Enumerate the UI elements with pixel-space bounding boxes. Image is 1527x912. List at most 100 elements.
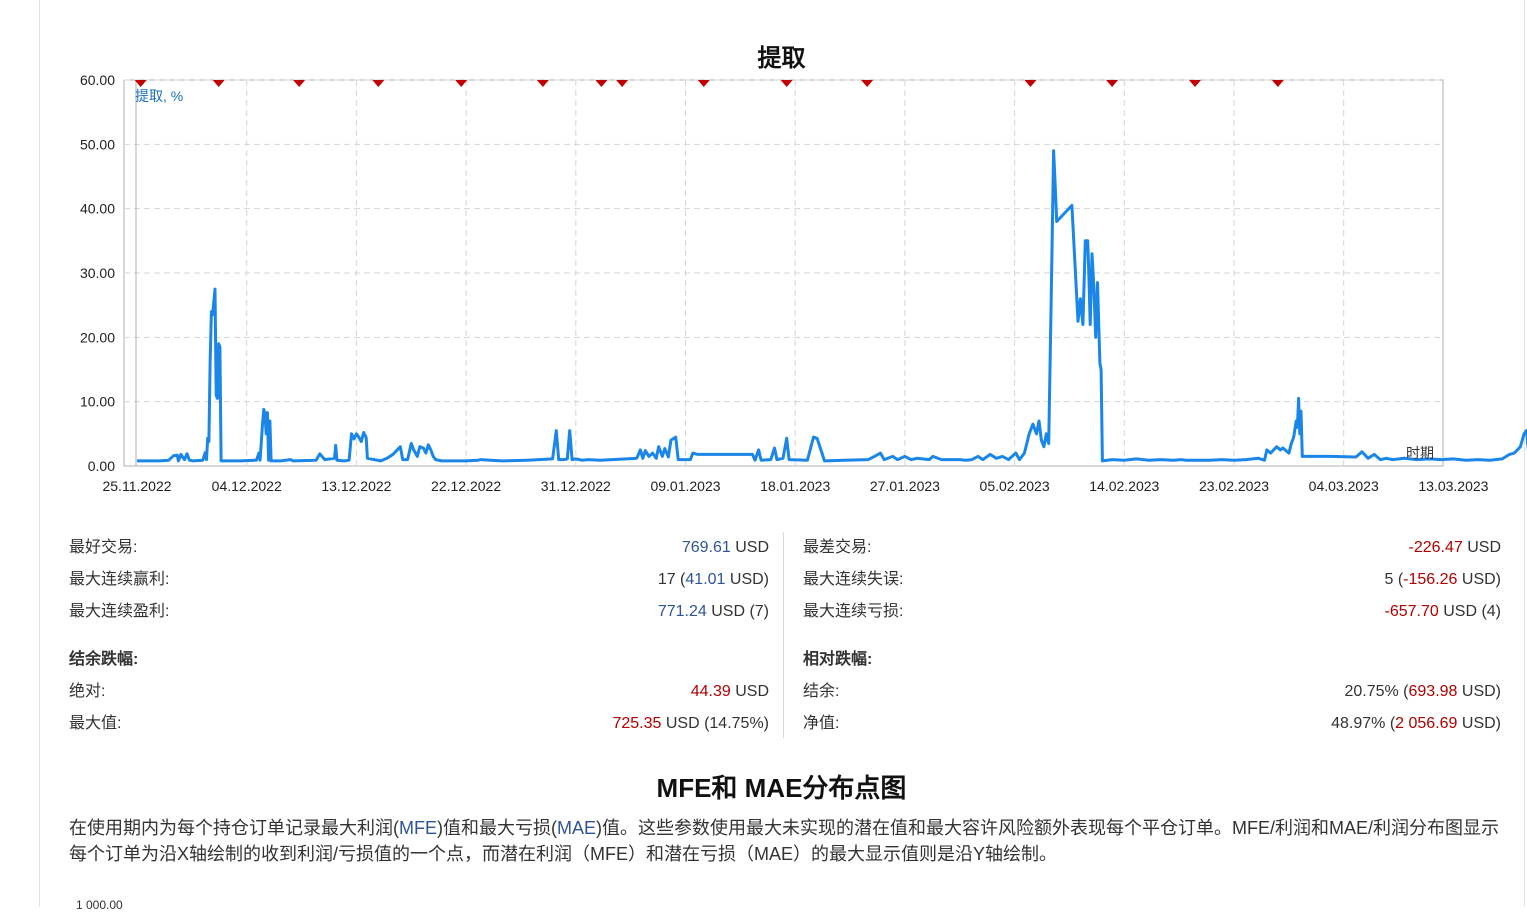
x-axis-label: 时期	[1406, 445, 1434, 461]
stat-label: 最大连续失误:	[803, 571, 904, 588]
y-axis-label: 提取, %	[135, 88, 183, 104]
stat-suffix: USD)	[1457, 571, 1501, 588]
stat-label: 最大连续盈利:	[69, 603, 170, 620]
marker-triangle	[1024, 80, 1037, 87]
stats-divider	[783, 532, 784, 738]
y-tick-label: 20.00	[80, 329, 115, 345]
stat-row-max-consecutive-profit: 最大连续盈利: 771.24 USD (7)	[69, 596, 769, 628]
mfe-mae-section-title: MFE和 MAE分布点图	[656, 773, 907, 803]
series-line	[137, 149, 1527, 463]
stat-label: 绝对:	[69, 683, 106, 700]
desc-text: 在使用期内为每个持仓订单记录最大利润(	[69, 818, 399, 838]
stat-row-maximum: 最大值: 725.35 USD (14.75%)	[69, 708, 769, 740]
marker-triangle	[1188, 80, 1201, 87]
marker-triangle	[536, 80, 549, 87]
x-tick-label: 13.12.2022	[321, 478, 391, 494]
stat-suffix: USD)	[1457, 683, 1501, 700]
y-tick-label: 0.00	[88, 458, 115, 474]
stat-label: 结余:	[803, 683, 840, 700]
stat-row-best-trade: 最好交易: 769.61 USD	[69, 532, 769, 564]
marker-triangle	[697, 80, 710, 87]
drawdown-chart: 0.00 10.00 20.00 30.00 40.00 50.00 60.00 25.11.…	[80, 72, 1527, 494]
x-tick-label: 31.12.2022	[541, 478, 611, 494]
x-tick-label: 14.02.2023	[1089, 478, 1159, 494]
stat-label: 最好交易:	[69, 539, 138, 556]
marker-triangle	[372, 80, 385, 87]
stat-row-balance: 结余: 20.75% (693.98 USD)	[803, 676, 1501, 708]
stat-prefix: 5 (	[1384, 571, 1404, 588]
stat-value: -156.26	[1403, 571, 1458, 588]
stat-row-equity: 净值: 48.97% (2 056.69 USD)	[803, 708, 1501, 740]
stat-suffix: USD	[1462, 539, 1501, 556]
x-tick-label: 18.01.2023	[760, 478, 830, 494]
relative-drawdown-heading: 相对跌幅:	[803, 651, 873, 668]
stat-label: 最大连续赢利:	[69, 571, 170, 588]
x-tick-label: 25.11.2022	[102, 478, 171, 494]
mfe-mae-description: 在使用期内为每个持仓订单记录最大利润(MFE)值和最大亏损(MAE)值。这些参数…	[69, 815, 1509, 867]
stat-row-worst-trade: 最差交易: -226.47 USD	[803, 532, 1501, 564]
stat-prefix: 48.97% (	[1331, 715, 1396, 732]
x-tick-label: 09.01.2023	[650, 478, 720, 494]
x-tick-label: 04.03.2023	[1309, 478, 1379, 494]
stat-row-absolute: 绝对: 44.39 USD	[69, 676, 769, 708]
x-tick-label: 22.12.2022	[431, 478, 501, 494]
balance-drawdown-heading: 结余跌幅:	[69, 651, 139, 668]
stat-value: 769.61	[681, 539, 731, 556]
stat-label: 净值:	[803, 715, 840, 732]
x-tick-label: 13.03.2023	[1418, 478, 1488, 494]
stat-label: 最差交易:	[803, 539, 872, 556]
stats-right-panel: 最差交易: -226.47 USD 最大连续失误: 5 (-156.26 USD…	[803, 532, 1501, 740]
desc-mfe: MFE	[399, 818, 437, 838]
marker-triangle	[134, 80, 147, 87]
stat-value: 44.39	[690, 683, 731, 700]
marker-triangle	[1106, 80, 1119, 87]
y-tick-label: 30.00	[80, 265, 115, 281]
x-tick-label: 04.12.2022	[212, 478, 282, 494]
marker-triangle	[861, 80, 874, 87]
stat-value: 725.35	[612, 715, 662, 732]
marker-triangle	[212, 80, 225, 87]
stat-value: -226.47	[1408, 539, 1463, 556]
stat-suffix: USD (7)	[706, 603, 769, 620]
page-left-border	[39, 0, 40, 907]
stat-row-max-consecutive-losses: 最大连续失误: 5 (-156.26 USD)	[803, 564, 1501, 596]
stat-suffix: USD	[730, 539, 769, 556]
stat-suffix: USD (4)	[1438, 603, 1501, 620]
stats-left-panel: 最好交易: 769.61 USD 最大连续赢利: 17 (41.01 USD) …	[69, 532, 769, 740]
marker-triangle	[780, 80, 793, 87]
stat-value: 2 056.69	[1395, 715, 1458, 732]
stat-value: -657.70	[1384, 603, 1439, 620]
chart-title: 提取	[757, 45, 806, 72]
page-right-border	[1524, 0, 1525, 907]
marker-triangle	[1271, 80, 1284, 87]
marker-triangle	[595, 80, 608, 87]
stat-label: 最大值:	[69, 715, 122, 732]
y-tick-label: 40.00	[80, 201, 115, 217]
plot-area	[123, 79, 1444, 467]
y-tick-label: 10.00	[80, 394, 115, 410]
stat-suffix: USD)	[1457, 715, 1501, 732]
desc-text: )值和最大亏损(	[437, 818, 557, 838]
next-chart-top-tick: 1 000.00	[76, 898, 123, 912]
stat-prefix: 17 (	[657, 571, 686, 588]
desc-text: )值。这些参数使用最大未实现的潜在值和最大容许风险额外表现每个平仓订单。MFE/…	[69, 818, 1500, 864]
marker-triangle	[616, 80, 629, 87]
stat-label: 最大连续亏损:	[803, 603, 904, 620]
y-tick-label: 50.00	[80, 136, 115, 152]
stat-suffix: USD)	[725, 571, 769, 588]
stat-suffix: USD	[730, 683, 769, 700]
stat-value: 693.98	[1408, 683, 1458, 700]
x-tick-label: 27.01.2023	[870, 478, 940, 494]
x-tick-label: 23.02.2023	[1199, 478, 1269, 494]
stat-row-max-consecutive-wins: 最大连续赢利: 17 (41.01 USD)	[69, 564, 769, 596]
x-tick-label: 05.02.2023	[980, 478, 1050, 494]
stat-suffix: USD (14.75%)	[661, 715, 769, 732]
marker-triangle	[293, 80, 306, 87]
stat-value: 41.01	[685, 571, 726, 588]
y-tick-label: 60.00	[80, 72, 115, 88]
stat-prefix: 20.75% (	[1344, 683, 1409, 700]
stat-row-max-consecutive-loss: 最大连续亏损: -657.70 USD (4)	[803, 596, 1501, 628]
desc-mae: MAE	[557, 818, 597, 838]
marker-triangle	[455, 80, 468, 87]
stat-value: 771.24	[657, 603, 707, 620]
